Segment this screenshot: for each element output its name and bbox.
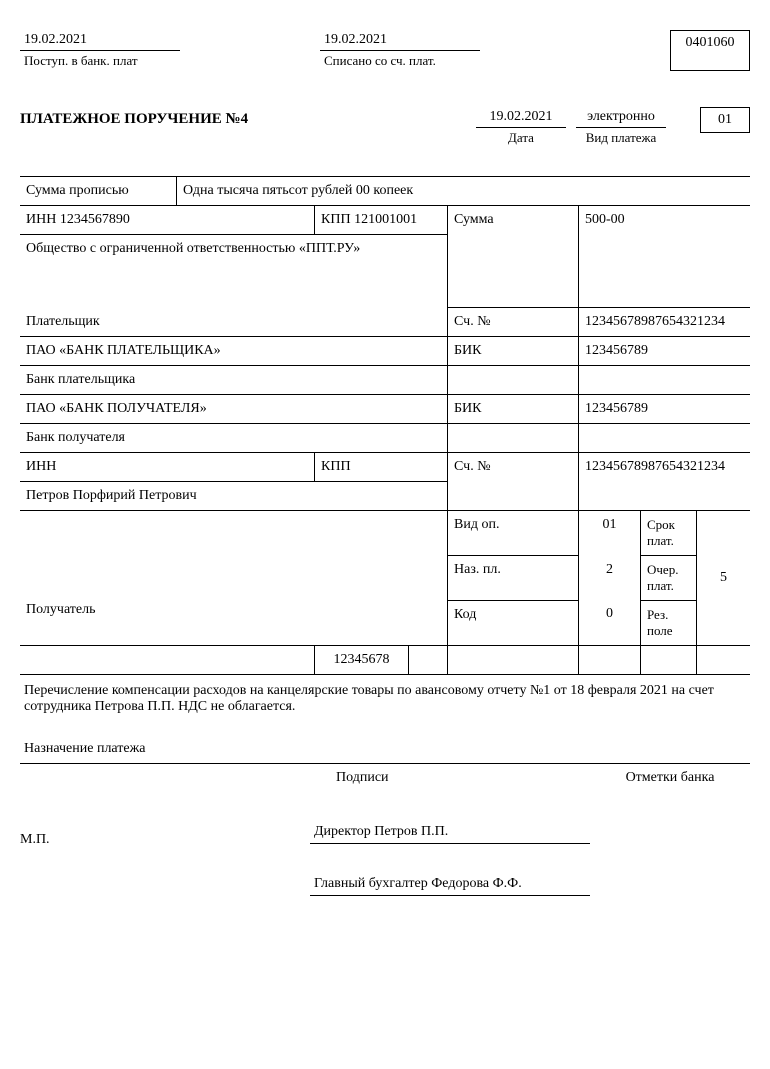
naz-pl: 2	[600, 556, 619, 601]
mp-label: М.П.	[20, 832, 310, 848]
payee-name: Петров Порфирий Петрович	[20, 482, 447, 511]
payment-type-field: электронно Вид платежа	[576, 107, 666, 148]
payee-bank-account	[579, 424, 750, 452]
budget-cell-4	[448, 646, 579, 674]
budget-cell-6	[641, 646, 697, 674]
payer-bank-caption: Банк плательщика	[20, 366, 447, 394]
payment-type: электронно	[576, 107, 666, 128]
rez-label: Рез. поле	[641, 601, 696, 645]
budget-cell-1	[20, 646, 315, 674]
purpose-text: Перечисление компенсации расходов на кан…	[20, 675, 750, 719]
payee-kpp: КПП	[315, 453, 447, 481]
srok-label: Срок плат.	[641, 511, 696, 556]
payer-kpp: КПП 121001001	[315, 206, 447, 234]
payee-account: 12345678987654321234	[579, 453, 750, 510]
payment-grid: Сумма прописью Одна тысяча пятьсот рубле…	[20, 176, 750, 675]
payer-bank-bik: 123456789	[579, 337, 750, 366]
payee-bank-name: ПАО «БАНК ПОЛУЧАТЕЛЯ»	[20, 395, 447, 424]
payer-name: Общество с ограниченной ответственностью…	[20, 235, 447, 308]
payee-caption: Получатель	[20, 511, 447, 624]
title-date-label: Дата	[476, 128, 566, 148]
ocher-label: Очер. плат.	[641, 556, 696, 601]
payer-account-label: Сч. №	[448, 308, 578, 336]
header-row: 19.02.2021 Поступ. в банк. плат 19.02.20…	[20, 30, 750, 71]
title-date: 19.02.2021	[476, 107, 566, 128]
amount-words: Одна тысяча пятьсот рублей 00 копеек	[177, 177, 750, 205]
payment-type-label: Вид платежа	[576, 128, 666, 148]
writeoff-date: 19.02.2021	[320, 30, 480, 51]
doc-title: ПЛАТЕЖНОЕ ПОРУЧЕНИЕ №4	[20, 107, 248, 128]
received-date-field: 19.02.2021 Поступ. в банк. плат	[20, 30, 180, 71]
purpose-label: Назначение платежа	[20, 737, 750, 764]
payer-bank-account-label	[448, 366, 578, 394]
title-row: ПЛАТЕЖНОЕ ПОРУЧЕНИЕ №4 19.02.2021 Дата э…	[20, 107, 750, 148]
podpisi-label: Подписи	[310, 770, 590, 786]
payer-bank-account	[579, 366, 750, 394]
budget-cell-7	[697, 646, 750, 674]
budget-cell-5	[579, 646, 641, 674]
received-date-label: Поступ. в банк. плат	[20, 51, 180, 71]
payer-caption: Плательщик	[20, 308, 447, 336]
title-date-field: 19.02.2021 Дата	[476, 107, 566, 148]
payee-bank-account-label	[448, 424, 578, 452]
vid-op-label: Вид оп.	[448, 511, 578, 556]
kod-label: Код	[448, 601, 578, 645]
amount-words-label: Сумма прописью	[20, 177, 177, 205]
vid-op: 01	[597, 511, 623, 556]
sum-label: Сумма	[448, 206, 578, 308]
writeoff-date-field: 19.02.2021 Списано со сч. плат.	[320, 30, 480, 71]
budget-cell-3	[409, 646, 448, 674]
director-sign: Директор Петров П.П.	[310, 822, 590, 844]
payee-bank-bik-label: БИК	[448, 395, 578, 424]
form-code: 0401060	[670, 30, 750, 71]
payer-bank-name: ПАО «БАНК ПЛАТЕЛЬЩИКА»	[20, 337, 447, 366]
bank-marks-label: Отметки банка	[590, 770, 750, 786]
budget-code: 12345678	[315, 646, 409, 674]
payer-account: 12345678987654321234	[579, 308, 750, 336]
received-date: 19.02.2021	[20, 30, 180, 51]
status-box: 01	[700, 107, 750, 133]
payer-inn: ИНН 1234567890	[20, 206, 315, 234]
payee-bank-bik: 123456789	[579, 395, 750, 424]
sum-value: 500-00	[579, 206, 750, 308]
payee-account-label: Сч. №	[448, 453, 579, 510]
accountant-sign: Главный бухгалтер Федорова Ф.Ф.	[310, 874, 590, 896]
writeoff-date-label: Списано со сч. плат.	[320, 51, 480, 71]
payer-bank-bik-label: БИК	[448, 337, 578, 366]
payee-bank-caption: Банк получателя	[20, 424, 447, 452]
payee-inn: ИНН	[20, 453, 315, 481]
priority: 5	[714, 564, 733, 592]
kod: 0	[600, 600, 619, 645]
naz-pl-label: Наз. пл.	[448, 556, 578, 601]
